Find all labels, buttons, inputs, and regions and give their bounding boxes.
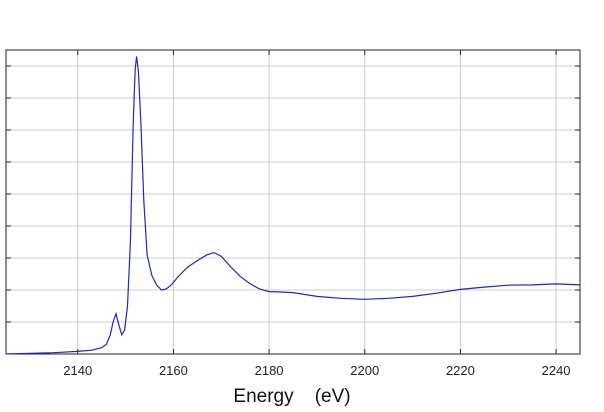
- x-tick-label: 2140: [63, 363, 92, 378]
- spectrum-line: [5, 56, 581, 355]
- grid-lines: [6, 50, 580, 354]
- plot-area: [5, 49, 581, 355]
- x-tick-label: 2220: [446, 363, 475, 378]
- x-tick-label: 2160: [159, 363, 188, 378]
- x-ticks: 2140 2160 2180 2200 2220 2240: [63, 50, 571, 378]
- y-ticks: [6, 65, 580, 323]
- x-tick-label: 2180: [255, 363, 284, 378]
- x-tick-label: 2240: [542, 363, 571, 378]
- x-tick-label: 2200: [350, 363, 379, 378]
- x-axis-title: Energy (eV): [233, 386, 350, 407]
